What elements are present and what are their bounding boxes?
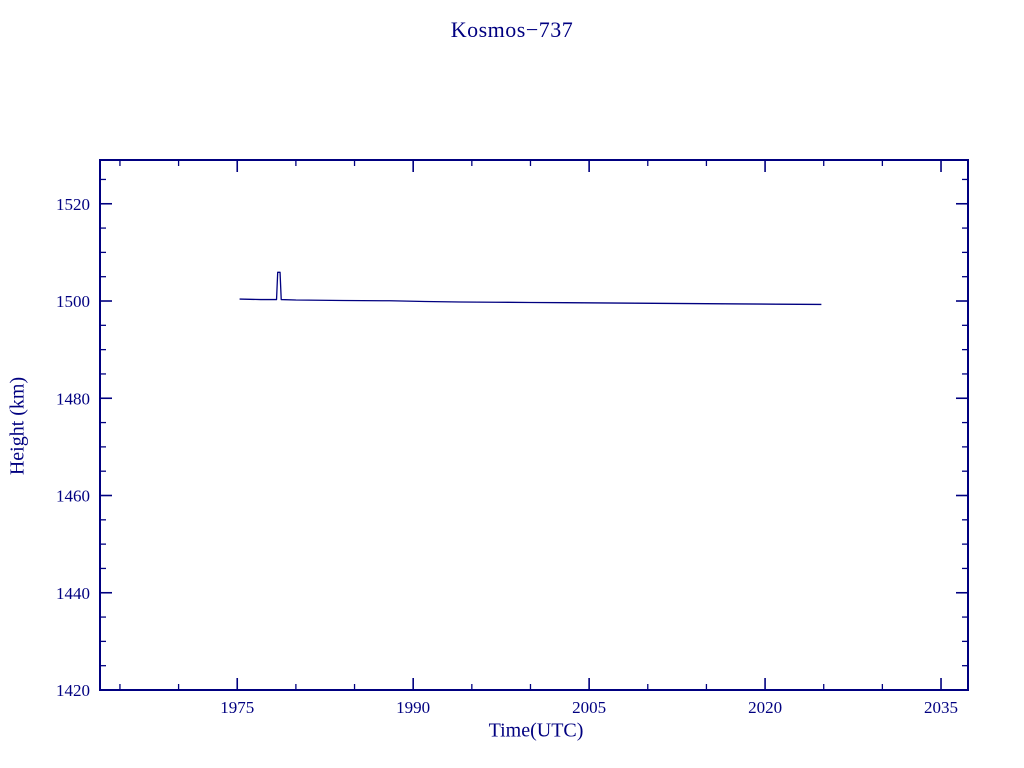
plot-frame xyxy=(99,159,969,691)
x-axis-label: Time(UTC) xyxy=(488,719,584,742)
y-tick-label: 1480 xyxy=(56,389,90,408)
y-tick-label: 1500 xyxy=(56,292,90,311)
x-tick-label: 2005 xyxy=(572,698,606,717)
y-tick-label: 1420 xyxy=(56,681,90,700)
y-tick-label: 1460 xyxy=(56,487,90,506)
y-tick-label: 1440 xyxy=(56,584,90,603)
data-series-line xyxy=(239,271,822,306)
x-tick-label: 1990 xyxy=(396,698,430,717)
x-tick-label: 2035 xyxy=(924,698,958,717)
y-tick-label: 1520 xyxy=(56,195,90,214)
x-tick-label: 2020 xyxy=(748,698,782,717)
chart-title: Kosmos−737 xyxy=(450,17,574,42)
x-tick-label: 1975 xyxy=(220,698,254,717)
